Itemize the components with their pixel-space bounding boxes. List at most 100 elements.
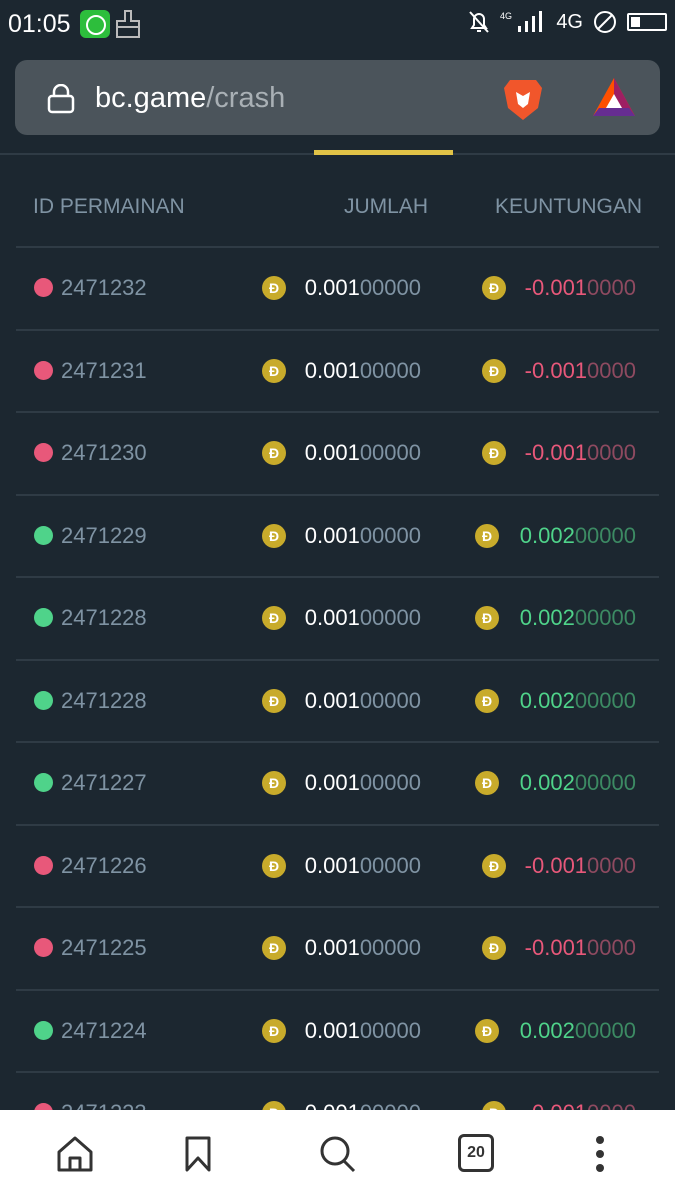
table-header: ID PERMAINAN JUMLAH KEUNTUNGAN [16,155,659,248]
bet-amount: 0.00100000 [305,935,421,961]
lock-icon[interactable] [47,84,75,114]
amount-tail: 00000 [359,440,421,465]
game-id[interactable]: 2471225 [61,935,147,960]
profit-main: 0.002 [519,770,575,795]
profit-main: 0.002 [519,1017,575,1043]
address-bar[interactable]: bc.game/crash [15,60,660,135]
game-id[interactable]: 2471224 [61,1017,147,1043]
url-host: bc.game [95,82,207,114]
game-id[interactable]: 2471232 [61,275,147,300]
doge-coin-icon: Đ [262,688,286,713]
home-icon[interactable] [55,1134,95,1174]
table-row[interactable]: 2471232 Đ 0.00100000 Đ -0.0010000 [16,248,659,331]
game-id[interactable]: 2471229 [61,522,147,548]
amount-main: 0.001 [304,357,360,383]
doge-coin-icon: Đ [482,441,506,465]
doge-coin-icon: Đ [475,523,499,548]
status-icons: 4G 4G [468,10,667,34]
table-row[interactable]: 2471228 Đ 0.00100000 Đ 0.00200000 [16,661,659,743]
profit-main: -0.001 [524,357,588,383]
status-bar: 01:05 4G 4G [0,0,675,50]
bet-amount: 0.00100000 [305,688,421,714]
win-status-dot [34,1020,53,1040]
bet-amount: 0.00100000 [305,275,421,301]
bet-amount: 0.00100000 [305,770,421,796]
bottom-nav: 20 [0,1110,675,1200]
clock: 01:05 [8,10,71,38]
amount-main: 0.001 [304,935,360,960]
profit-tail: 0000 [587,935,636,960]
table-row[interactable]: 2471230 Đ 0.00100000 Đ -0.0010000 [16,413,659,496]
brave-shields-icon[interactable] [502,76,544,122]
table-row[interactable]: 2471229 Đ 0.00100000 Đ 0.00200000 [16,496,659,578]
win-status-dot [34,773,53,792]
signal-icon: 4G [500,11,543,32]
bet-amount: 0.00100000 [305,605,421,631]
win-status-dot [34,690,53,710]
profit-tail: 0000 [587,357,636,383]
amount-main: 0.001 [304,275,360,300]
profit-tail: 0000 [587,852,636,878]
battery-icon [627,13,667,31]
search-icon[interactable] [318,1134,358,1174]
table-row[interactable]: 2471227 Đ 0.00100000 Đ 0.00200000 [16,743,659,826]
table-row[interactable]: 2471225 Đ 0.00100000 Đ -0.0010000 [16,908,659,991]
profit-main: -0.001 [524,935,588,960]
header-profit: KEUNTUNGAN [494,195,642,218]
tab-switcher-button[interactable]: 20 [458,1134,494,1172]
bet-amount: 0.00100000 [305,440,421,466]
profit-amount: -0.0010000 [525,853,636,879]
amount-main: 0.001 [304,1017,360,1043]
game-id[interactable]: 2471228 [61,687,147,713]
game-id[interactable]: 2471226 [61,852,147,878]
profit-amount: -0.0010000 [525,275,636,301]
header-game-id: ID PERMAINAN [33,195,185,218]
amount-main: 0.001 [304,770,360,795]
header-amount: JUMLAH [343,195,428,218]
profit-tail: 00000 [574,605,636,630]
url-path: /crash [206,82,286,114]
doge-coin-icon: Đ [475,688,499,713]
cleaner-icon [116,10,140,38]
doge-coin-icon: Đ [475,606,499,630]
profit-main: 0.002 [519,522,575,548]
lose-status-dot [34,443,53,462]
amount-main: 0.001 [304,687,360,713]
doge-coin-icon: Đ [262,523,286,548]
game-id[interactable]: 2471230 [61,440,147,465]
profit-tail: 00000 [574,770,636,795]
amount-tail: 00000 [359,275,421,300]
game-id[interactable]: 2471228 [61,605,147,630]
profit-main: 0.002 [519,687,575,713]
amount-main: 0.001 [304,852,360,878]
amount-tail: 00000 [359,770,421,795]
lose-status-dot [34,938,53,957]
game-id[interactable]: 2471231 [61,357,147,383]
brave-rewards-icon[interactable] [591,76,637,118]
bookmark-icon[interactable] [178,1134,218,1174]
doge-coin-icon: Đ [475,771,499,795]
bet-amount: 0.00100000 [305,358,421,384]
game-id[interactable]: 2471227 [61,770,147,795]
profit-main: -0.001 [524,440,588,465]
doge-coin-icon: Đ [262,936,286,960]
doge-coin-icon: Đ [262,771,286,795]
amount-main: 0.001 [304,605,360,630]
svg-text:4G: 4G [500,11,512,21]
table-row[interactable]: 2471231 Đ 0.00100000 Đ -0.0010000 [16,331,659,413]
url-text[interactable]: bc.game/crash [95,82,285,115]
profit-amount: -0.0010000 [525,935,636,961]
do-not-disturb-icon [594,11,616,33]
doge-coin-icon: Đ [262,1018,286,1043]
table-row[interactable]: 2471228 Đ 0.00100000 Đ 0.00200000 [16,578,659,661]
amount-main: 0.001 [304,522,360,548]
doge-coin-icon: Đ [475,1018,499,1043]
profit-amount: 0.00200000 [520,1018,636,1044]
bet-amount: 0.00100000 [305,1018,421,1044]
profit-main: 0.002 [519,605,575,630]
table-row[interactable]: 2471226 Đ 0.00100000 Đ -0.0010000 [16,826,659,908]
doge-coin-icon: Đ [262,276,286,300]
more-menu-icon[interactable] [580,1134,620,1174]
table-row[interactable]: 2471224 Đ 0.00100000 Đ 0.00200000 [16,991,659,1073]
doge-coin-icon: Đ [482,358,506,383]
